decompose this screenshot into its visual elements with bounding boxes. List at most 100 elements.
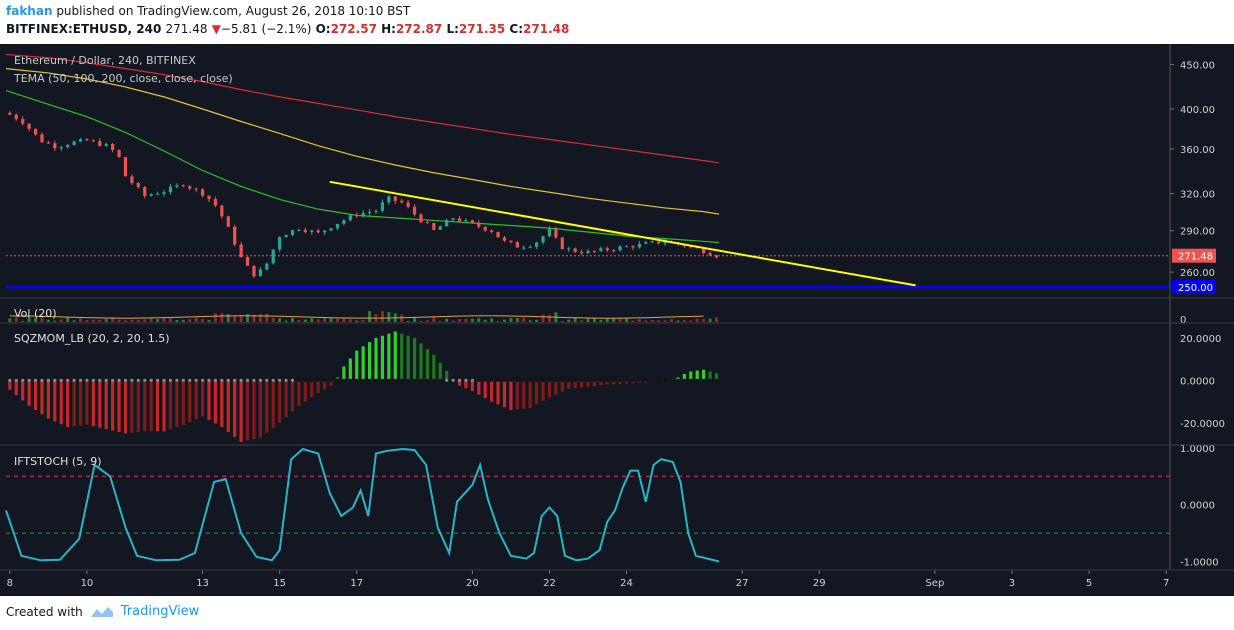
momentum-bar	[425, 349, 430, 381]
momentum-bar	[194, 380, 198, 420]
candle-body	[59, 147, 63, 149]
squeeze-dot	[541, 378, 545, 382]
squeeze-dot	[624, 378, 629, 382]
momentum-bar	[123, 380, 128, 434]
momentum-bar	[348, 358, 352, 381]
squeeze-dot	[419, 378, 423, 382]
volume-bar	[580, 320, 584, 322]
volume-bar	[271, 317, 275, 322]
volume-bar	[342, 318, 346, 322]
candle-body	[663, 242, 667, 244]
momentum-bar	[547, 380, 552, 398]
squeeze-dots	[8, 378, 719, 382]
momentum-bar	[188, 380, 192, 423]
candle-body	[136, 182, 140, 188]
momentum-bar	[207, 380, 211, 420]
support-price-tag: 250.00	[1172, 279, 1216, 294]
trend-line[interactable]	[329, 180, 916, 287]
candle-body	[258, 269, 262, 277]
low-value: 271.35	[458, 22, 506, 36]
candle-body	[612, 250, 616, 252]
volume-bar	[535, 319, 539, 322]
time-axis[interactable]: 8 10 13 15 17 20 22 24 27 29 Sep 3 5 7	[7, 570, 1170, 589]
candle-body	[123, 157, 128, 177]
candle-body	[98, 141, 102, 146]
momentum-bar	[162, 380, 166, 432]
momentum-bar	[374, 337, 378, 381]
volume-bar	[181, 319, 185, 322]
momentum-bar	[400, 333, 404, 381]
momentum-bar	[528, 380, 532, 408]
trading-chart[interactable]: Ethereum / Dollar, 240, BITFINEX TEMA (5…	[0, 44, 1234, 596]
published-text: published on TradingView.com, August 26,…	[56, 4, 411, 18]
candle-body	[432, 223, 436, 230]
candle-body	[91, 140, 95, 142]
squeeze-dot	[483, 378, 487, 382]
stoch-pane[interactable]: IFTSTOCH (5, 9) 1.0000 0.0000 -1.0000	[5, 444, 1219, 569]
tradingview-link[interactable]: TradingView	[120, 604, 200, 619]
price-pane[interactable]: Ethereum / Dollar, 240, BITFINEX TEMA (5…	[5, 44, 1216, 570]
squeeze-dot	[21, 378, 25, 382]
momentum-bar	[573, 380, 577, 389]
tema100-line	[5, 68, 720, 215]
low-label: L:	[446, 22, 459, 36]
momentum-pane[interactable]: SQZMOM_LB (20, 2, 20, 1.5) 20.0000 0.0000…	[8, 331, 1225, 442]
squeeze-dot	[663, 378, 667, 382]
candle-body	[702, 248, 706, 254]
momentum-bar	[355, 350, 359, 381]
candle-body	[175, 185, 179, 187]
squeeze-dot	[323, 378, 327, 382]
volume-bar	[496, 320, 500, 322]
time-axis-label: 22	[543, 578, 556, 589]
candle-body	[8, 112, 12, 115]
momentum-bar	[464, 380, 468, 389]
volume-pane[interactable]: Vol (20) 0	[8, 307, 1186, 326]
author-link[interactable]: fakhan	[6, 4, 53, 18]
candle-body	[515, 242, 519, 248]
momentum-axis[interactable]: 20.0000 0.0000 -20.0000	[1180, 334, 1225, 430]
last-price: 271.48	[165, 22, 208, 36]
momentum-bar	[53, 380, 57, 422]
squeeze-dot	[258, 378, 262, 382]
candle-body	[412, 206, 417, 215]
svg-text:250.00: 250.00	[1178, 283, 1213, 294]
volume-bar	[522, 317, 526, 322]
volume-bar	[226, 314, 230, 322]
price-axis[interactable]: 450.00 400.00 360.00 320.00 290.00 260.00	[1169, 44, 1215, 570]
time-axis-label: 20	[466, 578, 479, 589]
volume-bar	[34, 317, 38, 322]
momentum-bar	[258, 380, 262, 438]
momentum-bar	[515, 380, 519, 410]
momentum-bar	[682, 373, 686, 381]
candle-body	[162, 192, 166, 194]
volume-bar	[612, 318, 616, 322]
candle-body	[290, 230, 295, 235]
squeeze-dot	[245, 378, 250, 382]
candle-body	[535, 242, 539, 247]
momentum-bar	[393, 331, 397, 381]
candle-body	[117, 149, 121, 158]
price-pane-title: Ethereum / Dollar, 240, BITFINEX	[14, 54, 196, 67]
momentum-bar	[310, 380, 314, 398]
momentum-bar	[329, 380, 333, 386]
volume-bars	[8, 311, 718, 322]
volume-bar	[98, 319, 102, 322]
squeeze-dot	[188, 378, 192, 382]
time-axis-label: 15	[273, 578, 286, 589]
squeeze-dot	[156, 378, 160, 382]
candle-body	[541, 236, 545, 243]
volume-bar	[470, 318, 474, 322]
momentum-bar	[265, 380, 269, 433]
momentum-bar	[535, 380, 539, 405]
stoch-axis-label: -1.0000	[1180, 557, 1219, 568]
volume-bar	[567, 319, 571, 322]
squeeze-dot	[329, 378, 333, 382]
squeeze-dot	[637, 378, 641, 382]
candle-body	[522, 247, 526, 249]
stoch-axis[interactable]: 1.0000 0.0000 -1.0000	[1180, 444, 1219, 569]
volume-bar	[104, 318, 108, 322]
volume-bar	[670, 319, 674, 322]
volume-bar	[380, 311, 384, 322]
candle-body	[502, 237, 507, 241]
volume-bar	[547, 315, 551, 322]
